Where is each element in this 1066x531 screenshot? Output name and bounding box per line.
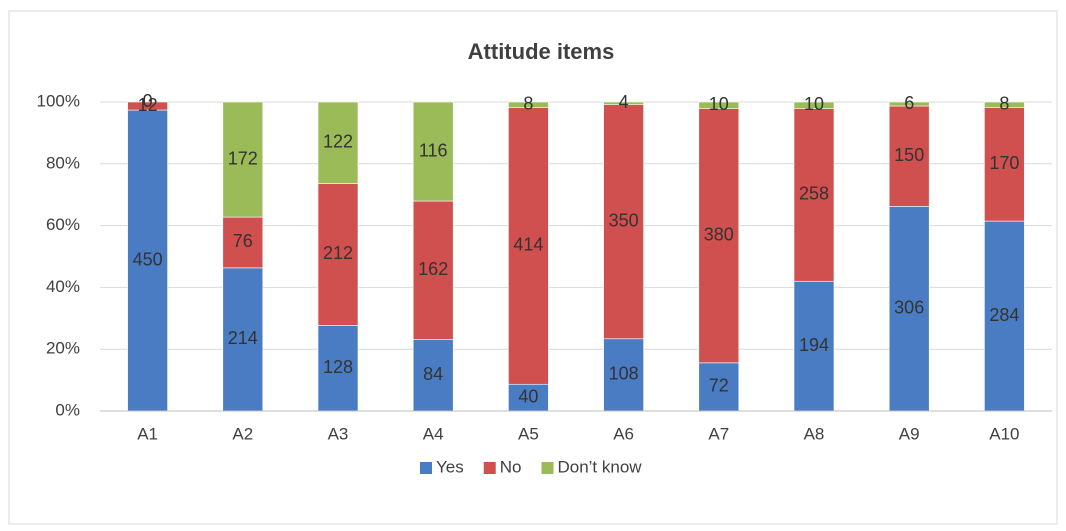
bar-segment [793,108,835,282]
data-label: 108 [609,364,639,384]
bar-segment [412,101,454,202]
data-label: 162 [418,259,448,279]
bar-segment [888,101,930,107]
data-label: 350 [609,210,639,230]
x-tick-label: A9 [899,424,920,443]
bar-segment [508,383,549,412]
data-label: 194 [799,335,829,355]
data-label: 212 [323,243,353,263]
bar-segment [603,104,644,340]
bar-segment [603,101,644,105]
data-label: 258 [799,184,829,204]
x-tick-label: A8 [804,424,825,443]
data-label: 4 [619,92,629,112]
x-tick-label: A6 [613,424,634,443]
bar-segment [222,101,264,218]
y-tick-label: 0% [55,400,80,419]
data-label: 84 [423,364,443,384]
legend-label: Don’t know [557,457,642,476]
legend-swatch [483,462,496,474]
data-label: 128 [323,357,353,377]
legend-swatch [541,462,554,474]
data-label: 150 [894,145,924,165]
data-label: 10 [709,94,729,114]
bar-segment [984,220,1025,412]
data-label: 172 [228,148,258,168]
bar-segment [793,280,835,412]
data-label: 116 [419,140,448,160]
x-tick-label: A5 [518,424,539,443]
data-label: 72 [709,376,729,396]
y-tick-label: 60% [46,215,80,234]
x-tick-label: A7 [708,424,729,443]
data-label: 8 [523,93,533,113]
data-label: 306 [894,297,924,317]
data-label: 414 [513,235,543,255]
x-tick-label: A4 [423,424,444,443]
bar-segment [317,325,359,412]
data-label: 170 [989,153,1019,173]
legend-swatch [420,462,432,474]
x-tick-label: A3 [328,424,349,443]
y-tick-label: 40% [46,277,80,296]
data-label: 0 [143,91,153,111]
bar-segment [888,206,930,412]
x-tick-label: A1 [137,424,158,443]
legend-label: No [500,457,522,476]
y-tick-label: 80% [46,153,80,172]
data-label: 76 [233,231,253,251]
x-tick-label: A2 [232,424,253,443]
bar-segment [698,362,740,412]
data-label: 284 [989,305,1019,325]
data-label: 8 [999,93,1009,113]
data-label: 10 [804,94,824,114]
legend-label: Yes [436,457,464,476]
data-label: 214 [228,328,258,348]
data-label: 6 [904,93,914,113]
bar-segment [127,109,168,412]
bar-segment [317,101,359,184]
data-label: 380 [704,225,734,245]
bar-segment [888,105,930,207]
bar-segment [508,101,549,108]
bar-segment [127,101,168,111]
data-label: 40 [518,386,538,406]
data-label: 122 [323,132,353,152]
bar-segment [793,101,835,109]
data-label: 12 [138,95,158,115]
x-tick-label: A10 [989,424,1019,443]
bar-segment [984,107,1025,222]
bar-segment [508,107,549,385]
y-tick-label: 100% [37,91,80,110]
bar-segment [698,101,740,109]
chart-title: Attitude items [468,39,615,64]
bar-segment [984,101,1025,108]
data-label: 450 [133,249,163,269]
bar-segment [412,338,454,412]
bar-segment [698,108,740,364]
bar-segment [412,200,454,340]
y-tick-label: 20% [46,339,80,358]
bar-segment [317,183,359,326]
